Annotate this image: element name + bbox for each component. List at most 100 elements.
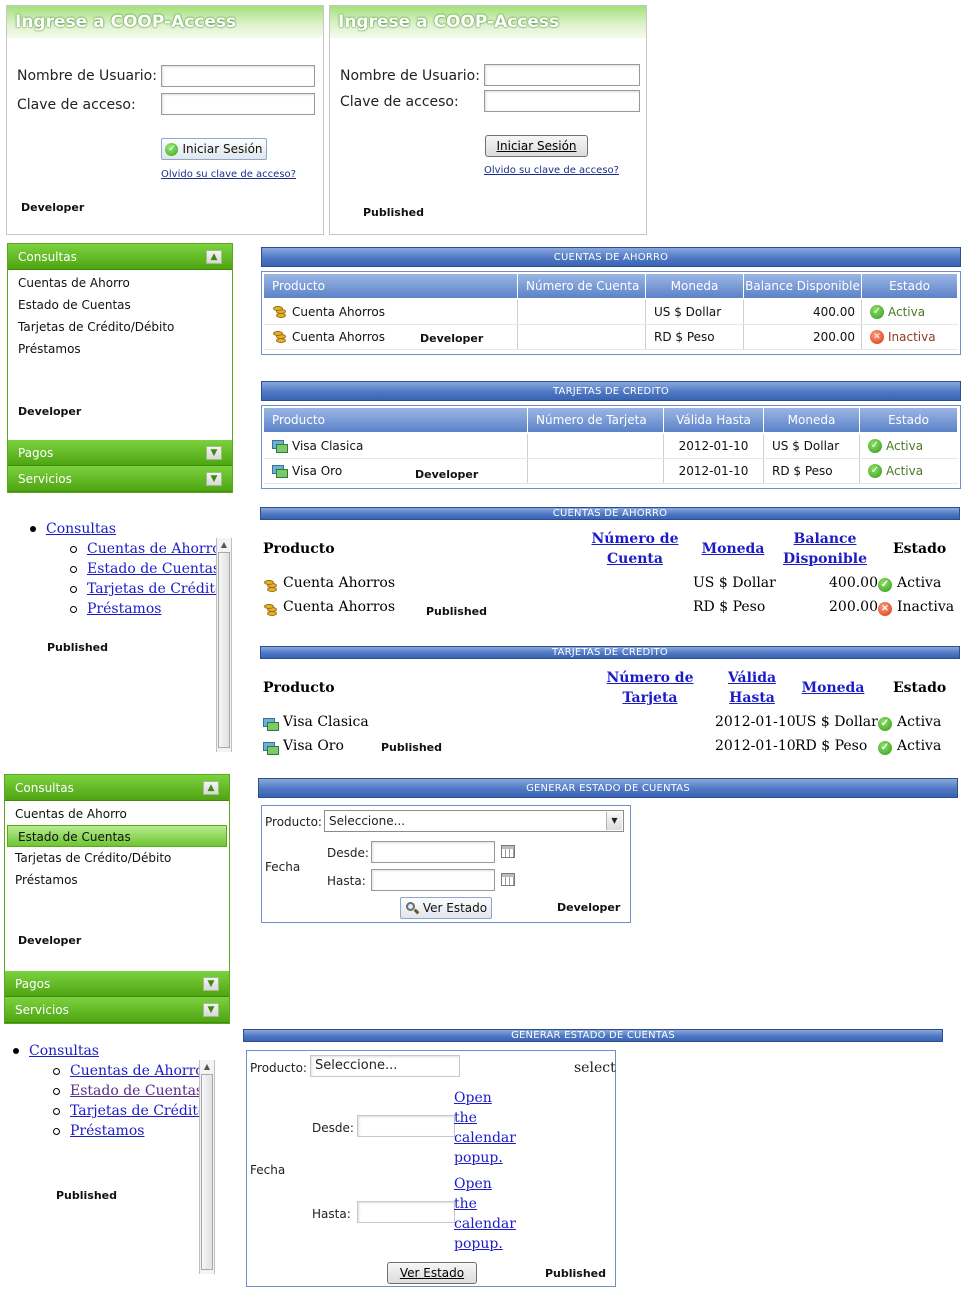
col-producto[interactable]: Producto (264, 408, 528, 432)
statement-header-bar: GENERAR ESTADO DE CUENTAS (258, 778, 958, 798)
producto-label: Producto: (250, 1061, 307, 1075)
cell-estado: Activa (886, 464, 924, 478)
col-moneda[interactable]: Moneda (701, 541, 765, 557)
col-numero-cuenta[interactable]: Número de Cuenta (518, 274, 646, 298)
bullet-icon (53, 1067, 60, 1075)
desde-label: Desde: (327, 846, 369, 860)
menu-scrollbar[interactable]: ▲ (216, 538, 232, 752)
chevron-up-icon[interactable]: ▲ (203, 780, 219, 795)
password-input[interactable] (161, 93, 315, 115)
col-estado[interactable]: Estado (862, 274, 958, 298)
col-moneda[interactable]: Moneda (801, 680, 865, 696)
menu-link-cuentas-ahorro[interactable]: Cuentas de Ahorro (70, 1063, 199, 1079)
calendar-link-word: the (454, 1196, 477, 1212)
menu-item-prestamos[interactable]: Préstamos (15, 873, 78, 887)
active-icon: ✓ (868, 464, 882, 478)
pagos-header[interactable]: Pagos ▼ (8, 440, 232, 466)
forgot-password-link[interactable]: Olvido su clave de acceso? (484, 165, 619, 176)
servicios-header[interactable]: Servicios ▼ (5, 997, 229, 1023)
ver-estado-button[interactable]: Ver Estado (400, 897, 492, 919)
desde-input[interactable] (357, 1115, 455, 1137)
producto-select[interactable]: Seleccione... ▼ (324, 810, 624, 832)
savings-grid: Producto Número de Cuenta Moneda Balance… (261, 271, 961, 355)
chevron-down-icon[interactable]: ▼ (203, 976, 219, 991)
col-numero-tarjeta[interactable]: Número de Tarjeta (605, 668, 695, 708)
published-tag: Published (56, 1189, 118, 1202)
col-numero-line2: Tarjeta (622, 690, 678, 706)
menu-item-cuentas-ahorro[interactable]: Cuentas de Ahorro (18, 276, 130, 290)
calendar-icon[interactable] (501, 873, 515, 886)
menu-link-estado-cuentas[interactable]: Estado de Cuentas (70, 1083, 199, 1099)
table-row[interactable]: Cuenta Ahorros RD $ Peso 200.00 ✕ Inactiv… (264, 325, 958, 350)
producto-select[interactable]: Seleccione... (310, 1055, 460, 1077)
password-input[interactable] (484, 90, 640, 112)
login-button[interactable]: ✓ Iniciar Sesión (161, 138, 267, 160)
menu-link-cuentas-ahorro[interactable]: Cuentas de Ahorro (87, 541, 216, 557)
col-valida-hasta[interactable]: Válida Hasta (720, 668, 784, 708)
hasta-label: Hasta: (312, 1207, 351, 1221)
col-balance[interactable]: Balance Disponible (780, 529, 870, 569)
chevron-down-icon[interactable]: ▼ (206, 445, 222, 460)
chevron-up-icon[interactable]: ▲ (206, 249, 222, 264)
consultas-link[interactable]: Consultas (29, 1043, 99, 1059)
col-producto[interactable]: Producto (264, 274, 518, 298)
cell-producto: Visa Oro (292, 464, 343, 478)
username-input[interactable] (484, 64, 640, 86)
hasta-input[interactable] (371, 869, 495, 891)
developer-tag: Developer (415, 468, 479, 481)
scroll-thumb[interactable] (218, 552, 230, 748)
menu-item-tarjetas[interactable]: Tarjetas de Crédito/Débito (18, 320, 175, 334)
chevron-down-icon[interactable]: ▼ (203, 1002, 219, 1017)
cell-numero (528, 459, 664, 483)
login-button[interactable]: Iniciar Sesión (485, 135, 588, 157)
login-button-label: Iniciar Sesión (182, 142, 263, 156)
table-row[interactable]: Visa Clasica 2012-01-10 US $ Dollar ✓ Act… (264, 434, 958, 459)
chevron-down-icon[interactable]: ▼ (206, 471, 222, 486)
bullet-icon (53, 1087, 60, 1095)
consultas-link[interactable]: Consultas (46, 521, 116, 537)
fecha-label: Fecha (265, 860, 301, 874)
menu-link-tarjetas[interactable]: Tarjetas de Crédito/D (87, 581, 216, 597)
menu-item-estado-cuentas[interactable]: Estado de Cuentas (18, 298, 131, 312)
table-row[interactable]: Cuenta Ahorros US $ Dollar 400.00 ✓ Activ… (264, 300, 958, 325)
cell-balance: 400.00 (744, 300, 862, 324)
cell-moneda: RD $ Peso (693, 599, 766, 615)
username-input[interactable] (161, 65, 315, 87)
consultas-header[interactable]: Consultas ▲ (8, 244, 232, 270)
menu-scrollbar[interactable]: ▲ (199, 1060, 215, 1274)
col-estado[interactable]: Estado (860, 408, 958, 432)
hasta-input[interactable] (357, 1201, 455, 1223)
forgot-password-link[interactable]: Olvido su clave de acceso? (161, 169, 296, 180)
menu-item-estado-cuentas-selected[interactable]: Estado de Cuentas (7, 825, 227, 847)
servicios-header[interactable]: Servicios ▼ (8, 466, 232, 492)
col-balance-line2: Disponible (783, 551, 867, 567)
calendar-popup-link[interactable]: Open the calendar popup. (454, 1174, 516, 1254)
menu-link-prestamos[interactable]: Préstamos (87, 601, 162, 617)
scroll-thumb[interactable] (201, 1074, 213, 1270)
published-tag: Published (363, 206, 425, 219)
menu-item-cuentas-ahorro[interactable]: Cuentas de Ahorro (15, 807, 127, 821)
scroll-up-icon[interactable]: ▲ (220, 540, 228, 549)
col-moneda[interactable]: Moneda (764, 408, 860, 432)
col-numero-line1: Número de (591, 531, 679, 547)
col-balance[interactable]: Balance Disponible (744, 274, 862, 298)
calendar-popup-link[interactable]: Open the calendar popup. (454, 1088, 516, 1168)
menu-link-tarjetas[interactable]: Tarjetas de Crédito/D (70, 1103, 199, 1119)
scroll-up-icon[interactable]: ▲ (203, 1062, 211, 1071)
menu-link-prestamos[interactable]: Préstamos (70, 1123, 145, 1139)
menu-link-estado-cuentas[interactable]: Estado de Cuentas (87, 561, 216, 577)
calendar-icon[interactable] (501, 845, 515, 858)
menu-item-prestamos[interactable]: Préstamos (18, 342, 81, 356)
dropdown-arrow-icon[interactable]: ▼ (606, 812, 622, 830)
col-numero-cuenta[interactable]: Número de Cuenta (590, 529, 680, 569)
col-moneda[interactable]: Moneda (646, 274, 744, 298)
col-numero-tarjeta[interactable]: Número de Tarjeta (528, 408, 664, 432)
menu-item-tarjetas[interactable]: Tarjetas de Crédito/Débito (15, 851, 172, 865)
col-valida-hasta[interactable]: Válida Hasta (664, 408, 764, 432)
ver-estado-button[interactable]: Ver Estado (387, 1262, 477, 1284)
pagos-header[interactable]: Pagos ▼ (5, 971, 229, 997)
desde-input[interactable] (371, 841, 495, 863)
published-tag: Published (381, 741, 443, 754)
table-row[interactable]: Visa Oro 2012-01-10 RD $ Peso ✓ Activa (264, 459, 958, 484)
consultas-header[interactable]: Consultas ▲ (5, 775, 229, 801)
